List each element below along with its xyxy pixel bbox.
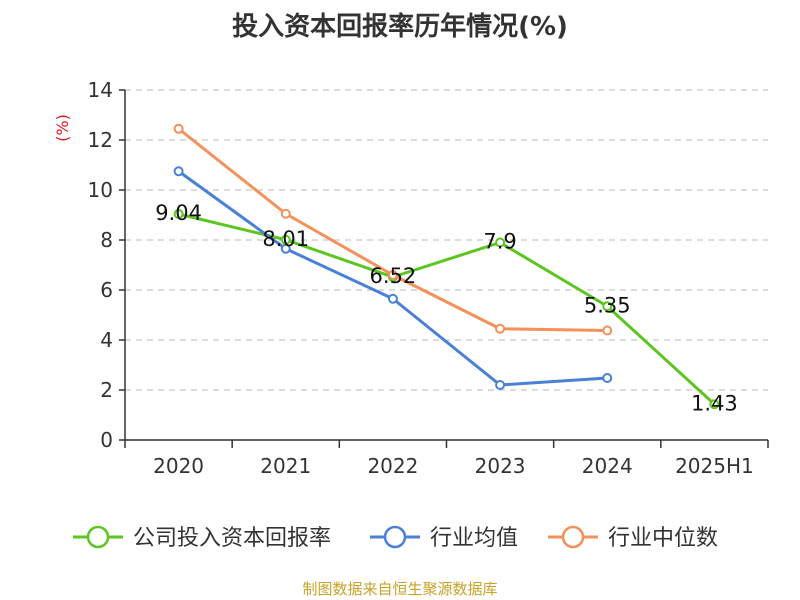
x-tick-label: 2025H1 <box>675 454 754 478</box>
series-line <box>178 212 716 406</box>
x-tick-label: 2020 <box>153 454 204 478</box>
x-tick-label: 2024 <box>582 454 633 478</box>
legend-item[interactable]: 公司投入资本回报率 <box>73 525 331 551</box>
data-point <box>495 323 506 334</box>
data-label: 9.04 <box>155 201 202 225</box>
legend-marker-icon <box>86 525 110 549</box>
source-note: 制图数据来自恒生聚源数据库 <box>302 580 498 598</box>
data-point <box>173 209 184 219</box>
data-point <box>495 237 506 248</box>
data-point <box>709 399 720 410</box>
legend-label: 公司投入资本回报率 <box>133 526 331 551</box>
chart-title: 投入资本回报率历年情况(%) <box>232 12 568 42</box>
x-tick-label: 2022 <box>367 454 418 478</box>
y-tick-label: 4 <box>100 328 113 352</box>
legend-item[interactable]: 行业均值 <box>370 525 518 551</box>
y-tick-label: 6 <box>100 278 113 302</box>
data-point <box>280 243 291 254</box>
legend-item[interactable]: 行业中位数 <box>548 525 718 551</box>
x-tick-label: 2021 <box>260 454 311 478</box>
y-tick-label: 8 <box>100 228 113 252</box>
y-tick-label: 0 <box>100 428 113 452</box>
legend-marker-icon <box>561 525 585 549</box>
y-tick-label: 2 <box>100 378 113 402</box>
data-point <box>602 373 613 383</box>
data-point <box>602 301 613 312</box>
grid-lines <box>125 89 768 391</box>
y-tick-label: 14 <box>88 78 113 102</box>
data-labels: 9.04 8.01 6.52 7.9 5.35 1.43 <box>155 201 738 415</box>
data-point <box>387 270 398 280</box>
y-tick-label: 10 <box>88 178 113 202</box>
legend-label: 行业中位数 <box>608 526 718 551</box>
data-label: 6.52 <box>370 264 417 288</box>
y-tick-label: 12 <box>88 128 113 152</box>
y-axis-unit: (%) <box>53 114 72 142</box>
data-label: 7.9 <box>483 230 516 254</box>
legend[interactable]: 公司投入资本回报率 行业均值 行业中位数 <box>73 525 718 551</box>
data-label: 8.01 <box>262 227 309 251</box>
data-point <box>387 293 398 304</box>
data-point <box>495 380 506 390</box>
data-label: 5.35 <box>584 293 631 317</box>
x-tick-label: 2023 <box>475 454 526 478</box>
data-label: 1.43 <box>691 391 738 415</box>
legend-marker-icon <box>383 525 407 549</box>
axes: 0 2 4 6 8 10 12 14 2020 2021 2022 2023 2024 2025H1 (%) <box>53 78 769 478</box>
data-point <box>280 208 291 219</box>
data-point <box>173 166 184 177</box>
series-lines <box>173 123 720 410</box>
data-point <box>602 325 613 336</box>
data-point <box>173 123 184 134</box>
legend-label: 行业均值 <box>430 526 518 551</box>
